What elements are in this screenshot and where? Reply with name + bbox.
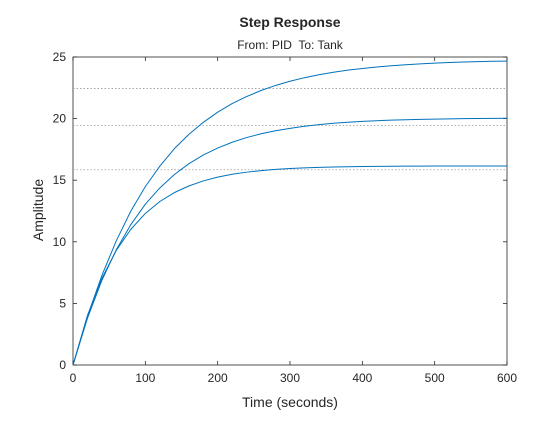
series-line bbox=[72, 117, 508, 366]
x-tick-label: 200 bbox=[208, 371, 228, 385]
x-tick-label: 400 bbox=[352, 371, 372, 385]
y-tick-label: 15 bbox=[53, 173, 67, 187]
y-axis-label: Amplitude bbox=[30, 179, 46, 241]
y-tick-label: 25 bbox=[53, 50, 67, 64]
axes-box bbox=[72, 56, 508, 366]
y-tick-label: 20 bbox=[53, 112, 67, 126]
y-tick-label: 5 bbox=[59, 296, 66, 310]
plot-layer: 0 100 200 300 400 500 600 0 5 10 15 20 25 bbox=[53, 50, 518, 385]
x-axis-label: Time (seconds) bbox=[242, 394, 338, 410]
x-tick-label: 500 bbox=[425, 371, 445, 385]
series-line bbox=[72, 165, 507, 366]
x-tick-label: 600 bbox=[497, 371, 517, 385]
y-tick-label: 10 bbox=[53, 235, 67, 249]
x-tick-label: 100 bbox=[135, 371, 155, 385]
chart-title: Step Response bbox=[239, 14, 340, 30]
x-tick-label: 300 bbox=[280, 371, 300, 385]
chart-subtitle: From: PID To: Tank bbox=[237, 38, 344, 52]
y-tick-label: 0 bbox=[59, 358, 66, 372]
series-line bbox=[72, 60, 508, 366]
x-tick-label: 0 bbox=[70, 371, 77, 385]
